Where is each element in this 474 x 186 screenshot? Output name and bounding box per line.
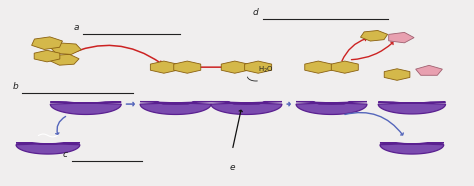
Polygon shape xyxy=(361,31,388,41)
Polygon shape xyxy=(51,43,81,54)
Polygon shape xyxy=(296,102,367,114)
Polygon shape xyxy=(221,61,248,73)
Polygon shape xyxy=(331,61,358,73)
Polygon shape xyxy=(389,32,414,43)
Polygon shape xyxy=(50,54,79,65)
Text: H$_2$O: H$_2$O xyxy=(258,64,274,75)
Polygon shape xyxy=(150,61,177,73)
Polygon shape xyxy=(32,37,63,49)
Polygon shape xyxy=(16,143,80,154)
Text: d: d xyxy=(253,8,258,17)
Polygon shape xyxy=(50,102,121,114)
Text: c: c xyxy=(62,150,67,159)
Polygon shape xyxy=(245,61,272,73)
Polygon shape xyxy=(378,102,446,114)
Polygon shape xyxy=(211,102,282,114)
Polygon shape xyxy=(384,69,410,80)
Polygon shape xyxy=(140,102,211,114)
Text: e: e xyxy=(229,163,235,172)
Polygon shape xyxy=(305,61,332,73)
Text: a: a xyxy=(73,23,79,32)
Polygon shape xyxy=(34,50,60,62)
Polygon shape xyxy=(174,61,201,73)
Polygon shape xyxy=(416,65,442,75)
Polygon shape xyxy=(380,143,444,154)
Text: b: b xyxy=(12,82,18,91)
